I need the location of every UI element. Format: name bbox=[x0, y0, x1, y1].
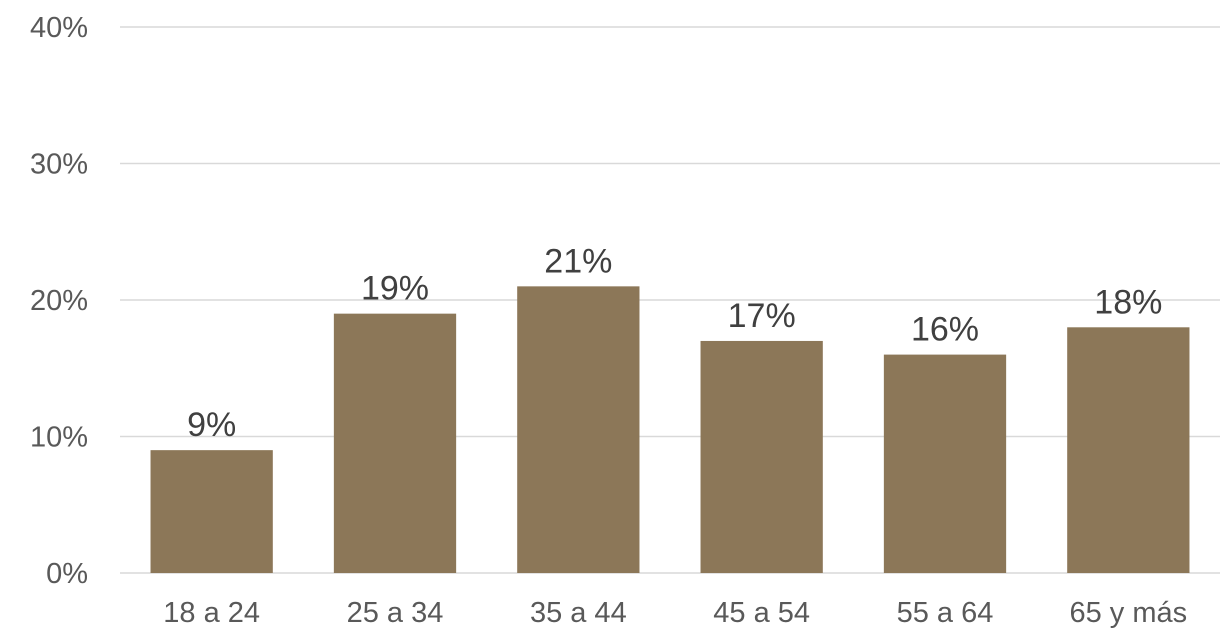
x-tick-label: 65 y más bbox=[1069, 597, 1187, 629]
bar bbox=[333, 313, 457, 573]
bar-data-label: 9% bbox=[187, 406, 236, 444]
y-tick-label: 30% bbox=[30, 149, 88, 181]
y-tick-label: 10% bbox=[30, 422, 88, 454]
gridlines bbox=[120, 26, 1220, 574]
bar bbox=[150, 450, 273, 573]
bar bbox=[883, 354, 1007, 573]
x-tick-label: 55 a 64 bbox=[897, 597, 994, 629]
bar-data-label: 19% bbox=[361, 270, 429, 308]
y-tick-label: 20% bbox=[30, 285, 88, 317]
y-tick-label: 0% bbox=[46, 558, 88, 590]
data-labels: 9% 19% 21% 17% 16% 18% bbox=[187, 242, 1162, 444]
y-tick-label: 40% bbox=[30, 12, 88, 44]
x-axis-ticks: 18 a 24 25 a 34 35 a 44 45 a 54 55 a 64 65 y … bbox=[163, 597, 1187, 629]
bar-data-label: 17% bbox=[728, 297, 796, 335]
x-tick-label: 35 a 44 bbox=[530, 597, 627, 629]
bar bbox=[517, 286, 640, 573]
y-axis-ticks: 0% 10% 20% 30% 40% bbox=[30, 12, 88, 590]
x-tick-label: 18 a 24 bbox=[163, 597, 260, 629]
bar-data-label: 18% bbox=[1094, 283, 1162, 321]
bars bbox=[150, 286, 1190, 573]
bar bbox=[700, 340, 823, 573]
x-tick-label: 25 a 34 bbox=[347, 597, 444, 629]
x-tick-label: 45 a 54 bbox=[713, 597, 810, 629]
bar-data-label: 21% bbox=[544, 242, 612, 280]
bar-data-label: 16% bbox=[911, 311, 979, 349]
bar bbox=[1067, 327, 1190, 573]
